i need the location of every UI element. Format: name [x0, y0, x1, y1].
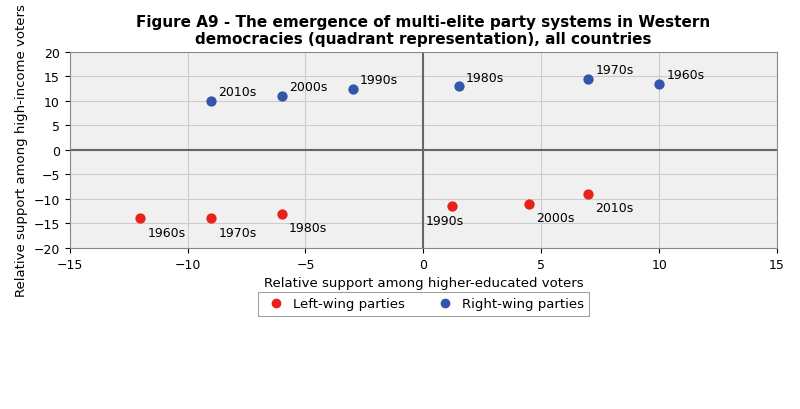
Text: 1960s: 1960s	[147, 226, 186, 239]
Text: 1990s: 1990s	[426, 214, 464, 227]
Text: 1960s: 1960s	[666, 69, 704, 82]
Text: 1970s: 1970s	[218, 226, 257, 239]
Point	[134, 216, 146, 222]
Point	[205, 98, 218, 105]
Text: 2000s: 2000s	[289, 81, 327, 94]
Point	[446, 203, 458, 210]
Point	[523, 201, 536, 207]
Point	[653, 81, 666, 88]
Title: Figure A9 - The emergence of multi-elite party systems in Western
democracies (q: Figure A9 - The emergence of multi-elite…	[136, 15, 710, 47]
Text: 2000s: 2000s	[537, 211, 575, 225]
Text: 1990s: 1990s	[360, 74, 398, 87]
Text: 2010s: 2010s	[595, 202, 634, 215]
Point	[582, 191, 595, 198]
Legend: Left-wing parties, Right-wing parties: Left-wing parties, Right-wing parties	[258, 292, 589, 316]
Point	[275, 93, 288, 100]
X-axis label: Relative support among higher-educated voters: Relative support among higher-educated v…	[263, 276, 583, 290]
Text: 1980s: 1980s	[466, 72, 504, 84]
Y-axis label: Relative support among high-income voters: Relative support among high-income voter…	[15, 4, 28, 297]
Point	[346, 86, 359, 92]
Point	[205, 216, 218, 222]
Point	[582, 76, 595, 83]
Text: 1980s: 1980s	[289, 221, 327, 234]
Text: 2010s: 2010s	[218, 86, 257, 99]
Text: 1970s: 1970s	[595, 64, 634, 77]
Point	[452, 83, 465, 90]
Point	[275, 211, 288, 217]
